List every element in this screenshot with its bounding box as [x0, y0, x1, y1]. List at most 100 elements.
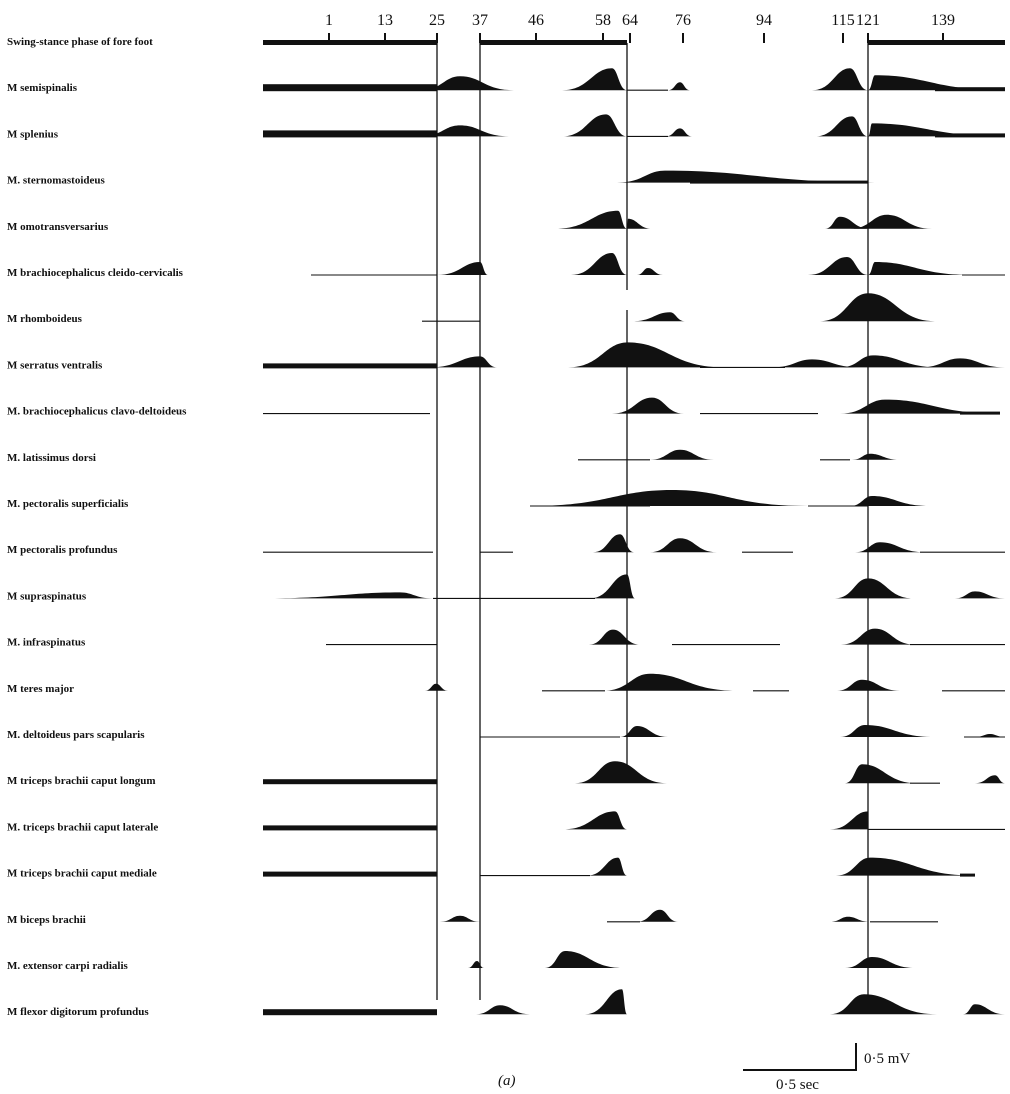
- frame-tick-label: 46: [528, 12, 544, 29]
- muscle-row: M omotransversarius: [7, 210, 932, 233]
- emg-burst: [920, 358, 1005, 368]
- muscle-label: M omotransversarius: [7, 221, 109, 233]
- emg-burst: [563, 811, 627, 830]
- emg-burst: [420, 125, 510, 137]
- emg-burst: [562, 114, 627, 137]
- muscle-row: M. latissimus dorsi: [7, 449, 900, 464]
- emg-burst: [585, 989, 627, 1015]
- muscle-label: M teres major: [7, 683, 74, 695]
- emg-burst: [975, 775, 1005, 784]
- muscle-label: M. extensor carpi radialis: [7, 960, 128, 972]
- emg-burst: [603, 673, 737, 691]
- emg-burst: [850, 496, 930, 506]
- muscle-row: M. sternomastoideus: [7, 170, 886, 187]
- emg-burst: [637, 909, 678, 922]
- muscle-label: M supraspinatus: [7, 590, 87, 602]
- muscle-label: M brachiocephalicus cleido-cervicalis: [7, 267, 184, 279]
- sustained-activity-bar: [263, 363, 437, 369]
- emg-burst: [545, 951, 623, 968]
- emg-burst: [841, 628, 915, 645]
- muscle-label: Swing-stance phase of fore foot: [7, 36, 153, 48]
- emg-burst: [845, 957, 915, 968]
- emg-burst: [955, 591, 1005, 599]
- emg-burst: [830, 916, 870, 922]
- emg-burst: [837, 679, 900, 691]
- emg-burst: [772, 359, 860, 368]
- emg-burst: [815, 116, 868, 137]
- emg-burst: [840, 725, 935, 737]
- muscle-row: M. infraspinatus: [7, 628, 1005, 649]
- muscle-label: M triceps brachii caput mediale: [7, 868, 157, 880]
- emg-burst: [825, 216, 870, 229]
- muscle-label: M. sternomastoideus: [7, 175, 105, 187]
- emg-burst: [555, 210, 627, 229]
- muscle-label: M serratus ventralis: [7, 359, 103, 371]
- emg-burst: [812, 68, 868, 91]
- frame-tick-label: 115: [831, 12, 854, 29]
- muscle-label: M. triceps brachii caput laterale: [7, 821, 158, 833]
- frame-tick-label: 25: [429, 12, 445, 29]
- emg-burst: [650, 538, 717, 553]
- emg-burst: [587, 857, 627, 876]
- emg-burst: [830, 994, 937, 1015]
- emg-burst: [855, 542, 925, 553]
- sustained-activity-bar: [263, 40, 437, 45]
- scale-bar-voltage-label: 0·5 mV: [864, 1051, 910, 1067]
- emg-burst: [430, 356, 497, 368]
- emg-burst: [530, 490, 808, 506]
- muscle-row: M triceps brachii caput longum: [7, 761, 1005, 787]
- muscle-row: M. extensor carpi radialis: [7, 951, 915, 972]
- muscle-label: M. latissimus dorsi: [7, 452, 96, 464]
- emg-burst: [571, 253, 627, 275]
- sustained-activity-bar: [868, 40, 1005, 45]
- muscle-row: Swing-stance phase of fore foot: [7, 36, 1005, 48]
- figure-caption: (a): [498, 1073, 516, 1089]
- muscle-row: M. triceps brachii caput laterale: [7, 811, 1005, 833]
- muscle-label: M pectoralis profundus: [7, 544, 118, 556]
- scale-bar: 0·5 mV 0·5 sec: [743, 1043, 910, 1093]
- muscle-label: M semispinalis: [7, 82, 78, 94]
- frame-tick-label: 76: [675, 12, 691, 29]
- emg-burst: [666, 128, 692, 137]
- emg-burst: [590, 574, 635, 599]
- frame-tick-label: 94: [756, 12, 772, 29]
- muscle-row: M rhomboideus: [7, 293, 935, 325]
- muscle-label: M rhomboideus: [7, 313, 83, 325]
- emg-burst: [568, 342, 725, 368]
- emg-burst: [632, 312, 685, 322]
- sustained-activity-bar: [935, 133, 1005, 138]
- emg-burst: [868, 75, 1005, 91]
- emg-burst: [868, 123, 1005, 137]
- frame-tick-label: 64: [622, 12, 638, 29]
- emg-burst: [620, 726, 668, 737]
- muscle-rows: Swing-stance phase of fore foot M semispi…: [7, 36, 1005, 1018]
- sustained-activity-bar: [960, 873, 975, 877]
- scale-bar-time-label: 0·5 sec: [776, 1077, 819, 1093]
- muscle-label: M triceps brachii caput longum: [7, 775, 156, 787]
- emg-burst: [852, 453, 900, 460]
- sustained-activity-bar: [263, 825, 437, 831]
- sustained-activity-bar: [263, 779, 437, 785]
- emg-burst: [835, 578, 913, 599]
- muscle-row: M pectoralis profundus: [7, 534, 1005, 556]
- emg-burst: [820, 293, 935, 322]
- muscle-row: M triceps brachii caput mediale: [7, 857, 975, 880]
- muscle-label: M. brachiocephalicus clavo-deltoideus: [7, 406, 187, 418]
- frame-tick-marks: 1 13 25 37 46 58 64 76 94 115 121 139: [325, 12, 955, 43]
- emg-burst: [476, 1005, 530, 1015]
- muscle-row: M brachiocephalicus cleido-cervicalis: [7, 253, 1005, 279]
- emg-burst: [808, 257, 868, 275]
- emg-burst: [589, 629, 640, 645]
- emg-burst: [263, 592, 433, 599]
- sustained-activity-bar: [263, 130, 437, 138]
- muscle-row: M. deltoideus pars scapularis: [7, 725, 1005, 741]
- muscle-row: M. pectoralis superficialis: [7, 490, 930, 510]
- emg-burst: [845, 764, 917, 784]
- emg-burst: [830, 811, 868, 830]
- sustained-activity-bar: [480, 40, 627, 45]
- emg-burst: [437, 262, 488, 275]
- muscle-row: M teres major: [7, 673, 1005, 695]
- emg-burst: [562, 68, 627, 91]
- emg-burst: [593, 534, 634, 553]
